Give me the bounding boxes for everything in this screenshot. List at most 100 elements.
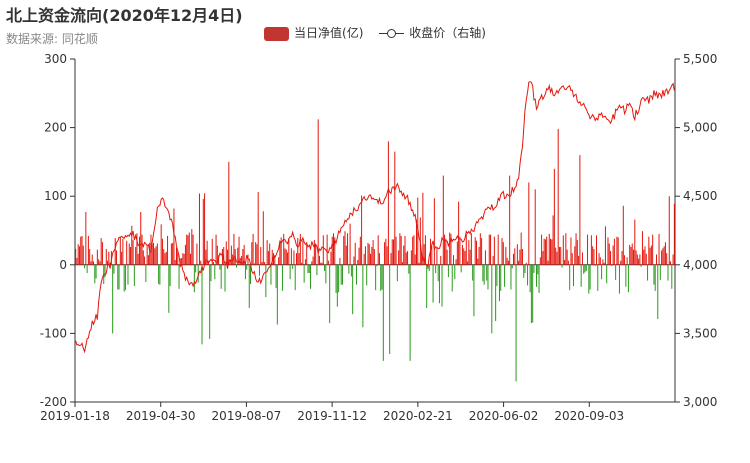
net-flow-bar xyxy=(539,257,541,265)
net-flow-bar xyxy=(446,249,448,265)
net-flow-bar xyxy=(336,264,338,307)
x-tick-label: 2019-08-07 xyxy=(212,409,282,423)
net-flow-bar xyxy=(479,233,481,265)
net-flow-bar xyxy=(426,264,428,309)
net-flow-bar xyxy=(649,247,651,265)
net-flow-bar xyxy=(267,251,269,265)
net-flow-bar xyxy=(543,238,545,265)
net-flow-bar xyxy=(215,234,217,265)
net-flow-bar xyxy=(668,196,670,265)
net-flow-bar xyxy=(149,242,151,265)
net-flow-bar xyxy=(160,224,162,265)
net-flow-bar xyxy=(155,246,157,265)
net-flow-bar xyxy=(608,243,610,265)
net-flow-bar xyxy=(564,260,566,265)
net-flow-bar xyxy=(363,253,365,265)
net-flow-bar xyxy=(565,233,567,265)
x-tick-label: 2020-02-21 xyxy=(383,409,453,423)
net-flow-bar xyxy=(636,254,638,265)
net-flow-bar xyxy=(288,238,290,265)
legend-item-net-flow[interactable]: 当日净值(亿) xyxy=(264,24,363,41)
net-flow-bar xyxy=(640,264,642,267)
net-flow-bar xyxy=(472,264,474,281)
net-flow-bar xyxy=(570,237,572,265)
net-flow-bar xyxy=(345,245,347,265)
net-flow-bar xyxy=(196,243,198,265)
net-flow-bar xyxy=(113,264,115,274)
net-flow-bar xyxy=(142,250,144,265)
net-flow-bar xyxy=(535,264,537,287)
net-flow-bar xyxy=(396,264,398,282)
net-flow-bar xyxy=(133,264,135,287)
net-flow-bar xyxy=(330,251,332,265)
net-flow-bar xyxy=(638,258,640,265)
net-flow-bar xyxy=(557,128,559,265)
legend-item-close[interactable]: 收盘价（右轴) xyxy=(379,24,486,41)
net-flow-bar xyxy=(114,238,116,265)
net-flow-bar xyxy=(500,264,502,291)
net-flow-bar xyxy=(260,246,262,265)
net-flow-bar xyxy=(513,253,515,265)
net-flow-bar xyxy=(235,264,237,268)
net-flow-bar xyxy=(301,262,303,265)
net-flow-bar xyxy=(483,264,485,285)
net-flow-bar xyxy=(511,264,513,269)
net-flow-bar xyxy=(465,233,467,265)
close-price-line xyxy=(75,81,675,354)
net-flow-bar xyxy=(284,248,286,265)
net-flow-bar xyxy=(641,231,643,265)
net-flow-bar xyxy=(607,237,609,265)
net-flow-bar xyxy=(672,254,674,265)
net-flow-bar xyxy=(84,264,86,269)
net-flow-bar xyxy=(306,242,308,265)
net-flow-bar xyxy=(463,248,465,265)
net-flow-bar xyxy=(372,240,374,265)
net-flow-bar xyxy=(467,261,469,265)
net-flow-bar xyxy=(233,233,235,265)
net-flow-bar xyxy=(647,264,649,281)
net-flow-bar xyxy=(94,264,96,284)
net-flow-bar xyxy=(519,249,521,265)
net-flow-bar xyxy=(667,264,669,281)
net-flow-bar xyxy=(310,264,312,289)
net-flow-bar xyxy=(529,264,531,293)
net-flow-bar xyxy=(172,242,174,265)
net-flow-bar xyxy=(587,234,589,265)
net-flow-bar xyxy=(112,264,114,334)
net-flow-bar xyxy=(135,246,137,265)
net-flow-bar xyxy=(391,239,393,265)
net-flow-bar xyxy=(612,245,614,265)
net-flow-bar xyxy=(643,249,645,265)
net-flow-bar xyxy=(658,233,660,265)
net-flow-bar xyxy=(218,255,220,265)
net-flow-bar xyxy=(169,264,171,287)
net-flow-bar xyxy=(510,264,512,290)
net-flow-bar xyxy=(473,264,475,317)
net-flow-bar xyxy=(100,238,102,265)
net-flow-bar xyxy=(367,242,369,265)
net-flow-bar xyxy=(491,264,493,334)
net-flow-bar xyxy=(297,238,299,265)
net-flow-bar xyxy=(193,264,195,293)
net-flow-bar xyxy=(186,234,188,265)
net-flow-bar xyxy=(228,161,230,265)
net-flow-bar xyxy=(376,264,378,267)
net-flow-bar xyxy=(584,264,586,273)
net-flow-bar xyxy=(413,235,415,265)
net-flow-bar xyxy=(593,249,595,265)
net-flow-bar xyxy=(327,260,329,265)
net-flow-bar xyxy=(264,262,266,265)
net-flow-bar xyxy=(555,247,557,265)
net-flow-bar xyxy=(401,262,403,265)
net-flow-bar xyxy=(373,249,375,265)
net-flow-bar xyxy=(331,236,333,265)
net-flow-bar xyxy=(132,240,134,265)
net-flow-bar xyxy=(567,260,569,265)
net-flow-bar xyxy=(400,235,402,265)
net-flow-bar xyxy=(475,240,477,265)
net-flow-bar xyxy=(650,245,652,265)
net-flow-bar xyxy=(456,241,458,265)
x-tick-label: 2020-09-03 xyxy=(554,409,624,423)
net-flow-bar xyxy=(453,255,455,265)
net-flow-bar xyxy=(225,241,227,265)
